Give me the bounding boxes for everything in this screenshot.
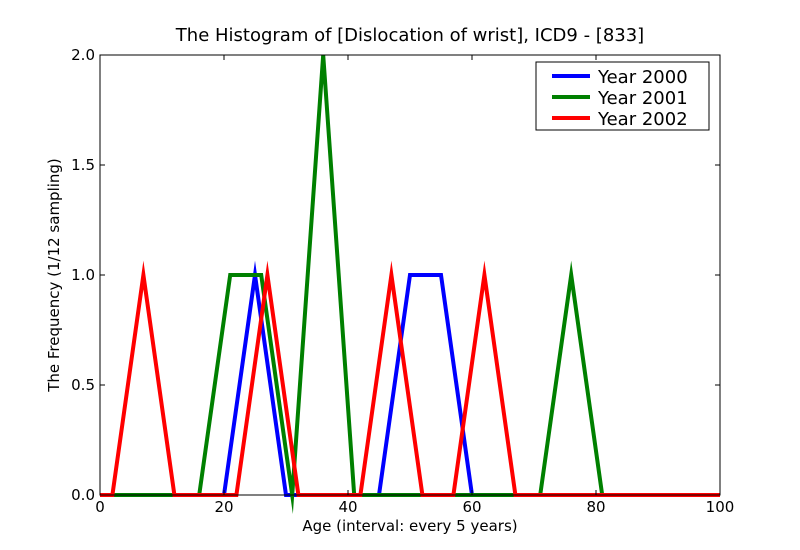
x-tick-label: 20: [214, 498, 233, 516]
y-tick-label: 1.0: [71, 266, 95, 284]
legend-label-2: Year 2001: [597, 88, 688, 109]
y-axis-title: The Frequency (1/12 sampling): [45, 158, 63, 393]
x-axis-title: Age (interval: every 5 years): [302, 517, 517, 535]
x-tick-label: 80: [586, 498, 605, 516]
x-tick-label: 100: [706, 498, 735, 516]
legend-label-3: Year 2002: [597, 109, 688, 130]
tick-layer: 0 20 40 60 80 100 0.0 0.5 1.0 1.5 2.0: [71, 46, 734, 516]
x-tick-label: 40: [338, 498, 357, 516]
legend-label-1: Year 2000: [597, 67, 688, 88]
y-tick-label: 0.0: [71, 486, 95, 504]
chart-title: The Histogram of [Dislocation of wrist],…: [175, 25, 644, 46]
y-tick-label: 1.5: [71, 156, 95, 174]
x-tick-label: 60: [462, 498, 481, 516]
x-tick-label: 0: [95, 498, 105, 516]
y-tick-label: 2.0: [71, 46, 95, 64]
y-tick-label: 0.5: [71, 376, 95, 394]
